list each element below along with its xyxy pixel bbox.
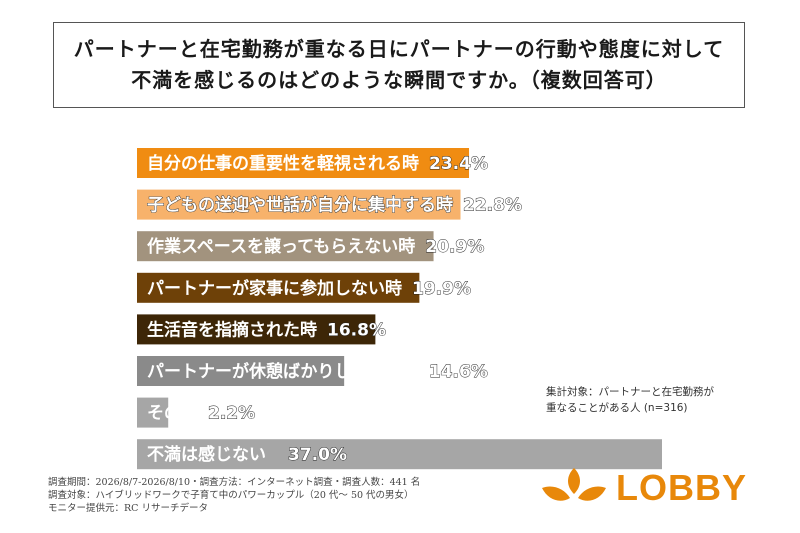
bar-5 [137,314,376,345]
bar-4 [137,272,420,303]
sample-note-line-2: 重なることがある人 (n=316) [546,402,688,414]
survey-footer: 調査期間：2026/8/7-2026/8/10・調査方法：インターネット調査・調… [48,476,420,515]
bar-7 [137,397,169,428]
survey-target-text: 調査対象：ハイブリッドワークで子育て中のパワーカップル（20 代～ 50 代の男… [48,490,414,501]
bar-8 [137,439,662,470]
bar-6 [137,356,345,386]
bar-label-6: パートナーが休憩ばかりしている時 [147,361,419,382]
bar-3 [137,231,434,262]
bar-label-1: 自分の仕事の重要性を軽視される時 [147,153,419,174]
bar-value-1: 23.4% [429,154,488,174]
bar-1 [137,148,470,178]
chart-title-line-2: 不満を感じるのはどのような瞬間ですか。（複数回答可） [131,68,667,92]
bar-value-5: 16.8% [327,320,386,340]
lobby-logo: LOBBY [538,462,747,514]
bar-label-2: 子どもの送迎や世話が自分に集中する時 [147,195,453,216]
bar-value-7: 2.2% [208,404,255,424]
sample-note-line-1: 集計対象：パートナーと在宅勤務が [546,386,714,398]
bar-label-5: 生活音を指摘された時 [147,319,317,340]
bar-label-3: 作業スペースを譲ってもらえない時 [147,236,415,257]
bar-label-8: 不満は感じない [147,444,266,465]
bar-value-2: 22.8% [463,196,522,216]
bar-2 [137,189,461,220]
bar-value-3: 20.9% [425,237,484,257]
bar-value-4: 19.9% [412,279,471,299]
lobby-logo-icon [542,468,606,501]
chart-title-line-1: パートナーと在宅勤務が重なる日にパートナーの行動や態度に対して [73,37,725,61]
chart-title-box: パートナーと在宅勤務が重なる日にパートナーの行動や態度に対して 不満を感じるのは… [53,22,745,108]
sample-note: 集計対象：パートナーと在宅勤務が 重なることがある人 (n=316) [546,384,746,416]
bar-value-6: 14.6% [429,362,488,382]
survey-period-text: 調査期間：2026/8/7-2026/8/10・調査方法：インターネット調査・調… [48,477,421,488]
survey-provider-text: モニター提供元：RC リサーチデータ [48,503,208,514]
bar-value-8: 37.0% [288,445,347,465]
bar-label-7: その他 [147,403,198,424]
lobby-logo-text: LOBBY [616,467,747,508]
bar-label-4: パートナーが家事に参加しない時 [147,278,402,299]
